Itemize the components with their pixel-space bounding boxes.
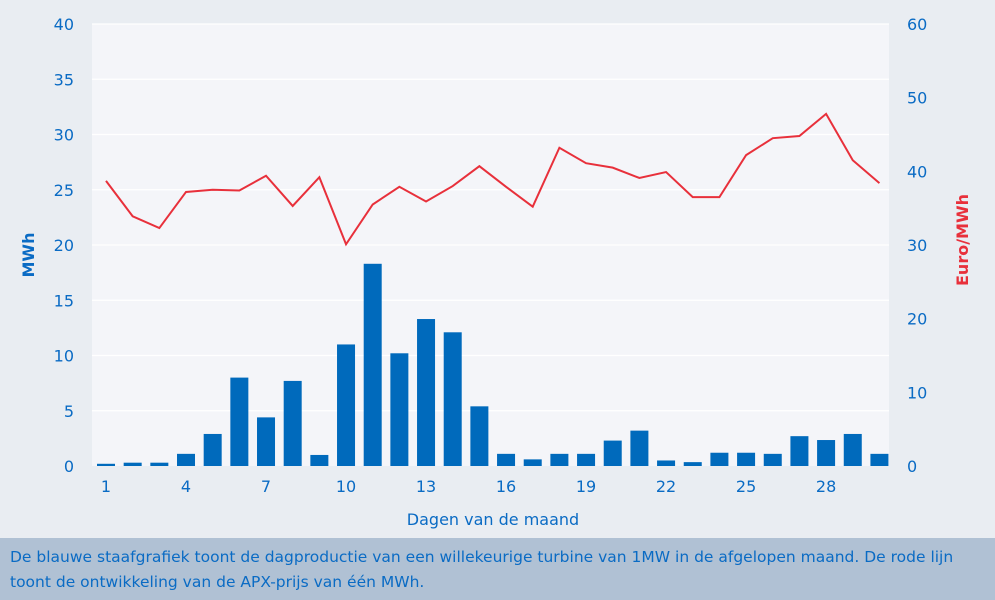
y2-tick-label: 10 [907,383,927,402]
bar [470,406,489,466]
y-tick-label: 25 [54,181,74,200]
bar [97,463,115,466]
y2-tick-label: 30 [907,236,927,255]
y-axis-label: MWh [19,233,38,278]
y2-tick-label: 50 [907,89,927,108]
y2-tick-label: 60 [907,15,927,34]
y-tick-label: 10 [54,347,74,366]
bar [497,453,516,466]
y-tick-label: 20 [54,236,74,255]
x-tick-label: 28 [816,477,836,496]
bar [710,452,729,466]
bar [337,344,356,466]
chart-caption: De blauwe staafgrafiek toont de dagprodu… [0,538,995,600]
bar [283,380,302,466]
y-tick-label: 0 [64,457,74,476]
bar [630,430,649,466]
y2-tick-label: 20 [907,310,927,329]
y-tick-label: 30 [54,126,74,145]
chart: 0 5 10 15 20 25 30 35 40 0 10 20 30 40 50 60 1 4 7 10 13 16… [19,15,972,529]
y2-tick-label: 40 [907,162,927,181]
y-tick-label: 5 [64,402,74,421]
bar [763,453,782,466]
y-tick-label: 40 [54,15,74,34]
bar [417,319,436,466]
y2-tick-label: 0 [907,457,917,476]
bar [177,453,196,466]
x-tick-label: 19 [576,477,596,496]
bar [790,436,809,466]
y-tick-label: 15 [54,291,74,310]
x-tick-label: 7 [261,477,271,496]
bar [577,453,596,466]
bar [657,460,676,466]
x-tick-label: 22 [656,477,676,496]
bar [843,433,862,466]
bar [203,433,222,466]
bar [683,462,702,466]
x-tick-label: 10 [336,477,356,496]
price-line [105,112,881,247]
x-axis-label: Dagen van de maand [407,510,579,529]
bar [363,263,382,466]
x-tick-label: 16 [496,477,516,496]
x-tick-label: 25 [736,477,756,496]
x-tick-label: 4 [181,477,191,496]
y-tick-label: 35 [54,70,74,89]
bar [230,377,249,466]
bar [257,417,276,466]
bar [523,459,542,466]
bar [870,453,889,466]
x-tick-label: 13 [416,477,436,496]
bar [310,454,329,466]
bar [550,453,569,466]
bar [150,462,169,466]
bar [390,353,409,466]
bar [603,440,622,466]
x-tick-label: 1 [101,477,111,496]
bar [737,452,756,466]
bar [817,440,836,466]
bar [443,332,462,466]
bar [123,462,142,466]
y2-axis-label: Euro/MWh [953,194,972,286]
